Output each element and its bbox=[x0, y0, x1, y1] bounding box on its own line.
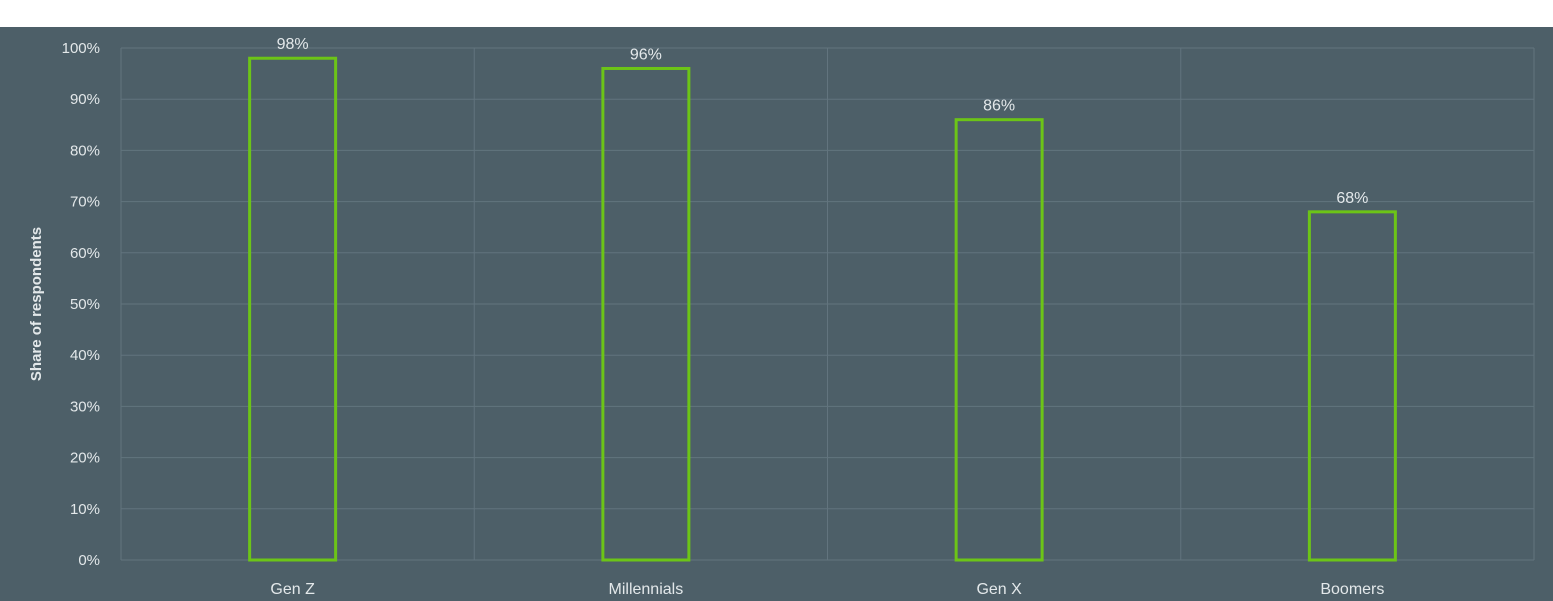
chart-panel: 0% 10% 20% 30% 40% 50% 60% 70% 80% 90% 100% 98% 96%… bbox=[0, 27, 1553, 601]
data-label: 68% bbox=[1336, 190, 1368, 207]
y-axis-ticks: 0% 10% 20% 30% 40% 50% 60% 70% 80% 90% 100% bbox=[62, 40, 100, 569]
x-axis-categories: Gen Z Millennials Gen X Boomers bbox=[270, 581, 1384, 598]
y-tick-label: 30% bbox=[70, 398, 100, 415]
x-category-label: Gen X bbox=[976, 581, 1022, 598]
y-tick-label: 100% bbox=[62, 40, 100, 57]
y-axis-title: Share of respondents bbox=[28, 227, 45, 381]
y-tick-label: 50% bbox=[70, 296, 100, 313]
data-label: 98% bbox=[277, 36, 309, 53]
gridlines bbox=[120, 47, 1535, 561]
y-tick-label: 70% bbox=[70, 194, 100, 211]
data-labels: 98% 96% 86% 68% bbox=[277, 36, 1369, 207]
x-category-label: Gen Z bbox=[270, 581, 315, 598]
y-tick-label: 40% bbox=[70, 347, 100, 364]
y-tick-label: 60% bbox=[70, 245, 100, 262]
x-category-label: Boomers bbox=[1320, 581, 1384, 598]
x-category-label: Millennials bbox=[609, 581, 684, 598]
bars bbox=[248, 56, 1397, 562]
y-tick-label: 80% bbox=[70, 142, 100, 159]
bar-boomers bbox=[1307, 210, 1397, 562]
bar-gen-x bbox=[954, 118, 1044, 562]
bar-millennials bbox=[601, 66, 691, 562]
data-label: 86% bbox=[983, 98, 1015, 115]
y-tick-label: 10% bbox=[70, 501, 100, 518]
bar-gen-z bbox=[248, 56, 338, 562]
y-tick-label: 90% bbox=[70, 91, 100, 108]
bar-chart: 0% 10% 20% 30% 40% 50% 60% 70% 80% 90% 100% 98% 96%… bbox=[28, 36, 1535, 598]
y-tick-label: 20% bbox=[70, 450, 100, 467]
y-tick-label: 0% bbox=[78, 552, 100, 569]
data-label: 96% bbox=[630, 46, 662, 63]
